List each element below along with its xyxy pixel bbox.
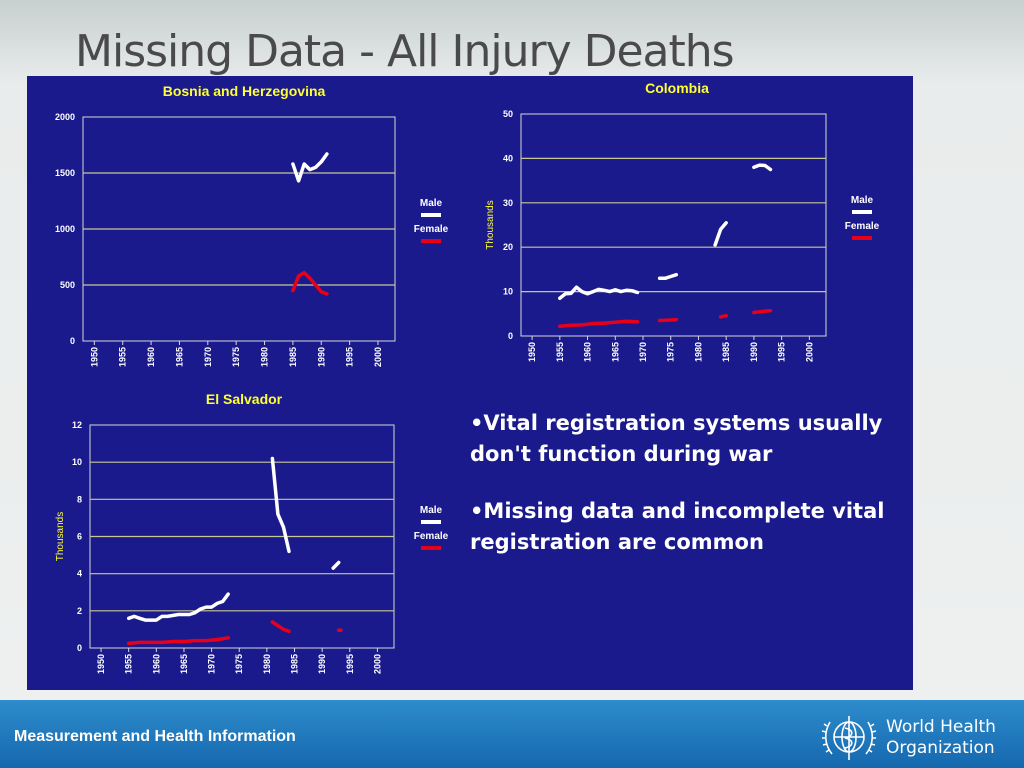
chart3-title: El Salvador [206, 391, 283, 407]
chart3-xtick-label: 1970 [207, 654, 217, 674]
chart1-series-male-line [291, 152, 329, 183]
chart1-xtick-label: 1980 [260, 347, 270, 367]
chart1-ytick-label: 1000 [55, 224, 75, 234]
chart-panel [27, 76, 913, 690]
chart1-series-female-line [291, 270, 329, 296]
chart3-series-male-line [270, 456, 291, 554]
chart3-xtick-label: 1955 [124, 654, 134, 674]
chart3-ytick-label: 8 [77, 494, 82, 504]
chart3-legend-label-female: Female [414, 531, 449, 542]
chart2-xtick-label: 1995 [777, 342, 787, 362]
chart3-xtick-label: 1950 [96, 654, 106, 674]
chart3-ytick-label: 6 [77, 532, 82, 542]
slide-title: Missing Data - All Injury Deaths [75, 26, 735, 77]
chart1-legend-label-male: Male [420, 198, 443, 209]
chart3-ytick-label: 2 [77, 606, 82, 616]
chart3-legend-label-male: Male [420, 505, 443, 516]
who-emblem-icon [821, 716, 877, 760]
chart2-series-male-line [657, 272, 679, 281]
chart3-ylabel: Thousands [55, 512, 66, 561]
chart2-legend-label-female: Female [845, 221, 880, 232]
chart1-xtick-label: 2000 [373, 347, 383, 367]
chart1-title: Bosnia and Herzegovina [163, 83, 326, 99]
chart1-xtick-label: 1950 [89, 347, 99, 367]
chart2-ylabel: Thousands [485, 200, 496, 249]
chart2-xtick-label: 1955 [555, 342, 565, 362]
chart2-series-female-line [752, 308, 773, 315]
chart1-xtick-label: 1960 [146, 347, 156, 367]
chart3-xtick-label: 1965 [179, 654, 189, 674]
chart2-plot-frame [520, 113, 827, 337]
chart1-xtick-label: 1955 [118, 347, 128, 367]
chart1-xtick-label: 1970 [203, 347, 213, 367]
chart2-ytick-label: 20 [503, 242, 513, 252]
chart1-xtick-label: 1990 [316, 347, 326, 367]
chart3-xtick-label: 2000 [372, 654, 382, 674]
chart3-ytick-label: 10 [72, 457, 82, 467]
chart3-xtick-label: 1985 [290, 654, 300, 674]
chart3-xtick-label: 1980 [262, 654, 272, 674]
chart1-xtick-label: 1985 [288, 347, 298, 367]
chart1-ytick-label: 2000 [55, 112, 75, 122]
who-logo-text: World Health Organization [886, 717, 996, 759]
chart2-xtick-label: 1985 [721, 342, 731, 362]
who-logo-line2: Organization [886, 738, 995, 758]
bullet-list: •Vital registration systems usually don'… [470, 408, 910, 584]
chart2-xtick-label: 1970 [638, 342, 648, 362]
chart2-series-male-line [752, 163, 773, 172]
who-logo-line1: World Health [886, 717, 996, 737]
chart2-series-female-line [718, 313, 728, 319]
chart2-ytick-label: 10 [503, 287, 513, 297]
chart2-legend-label-male: Male [851, 195, 874, 206]
chart3-xtick-label: 1995 [345, 654, 355, 674]
chart3-series-male-line [126, 592, 230, 622]
chart3-xtick-label: 1990 [317, 654, 327, 674]
chart3-xtick-label: 1960 [151, 654, 161, 674]
chart2-ytick-label: 50 [503, 109, 513, 119]
chart3-ytick-label: 4 [77, 569, 82, 579]
charts-svg: Bosnia and Herzegovina050010001500200019… [55, 80, 880, 674]
chart1-ytick-label: 0 [70, 336, 75, 346]
chart2-xtick-label: 1975 [666, 342, 676, 362]
bullet-missing-data: •Missing data and incomplete vital regis… [470, 499, 885, 554]
chart2-series-female-line [657, 317, 679, 323]
chart2-series-male-line [558, 285, 640, 301]
chart3-ytick-label: 12 [72, 420, 82, 430]
chart3-series-female-line [270, 620, 291, 634]
chart1-xtick-label: 1995 [345, 347, 355, 367]
footer-text: Measurement and Health Information [14, 728, 296, 745]
chart2-xtick-label: 2000 [804, 342, 814, 362]
chart2-series-female-line [558, 319, 640, 328]
chart3-series-female-line [126, 636, 230, 646]
chart1-ytick-label: 500 [60, 280, 75, 290]
chart2-xtick-label: 1980 [693, 342, 703, 362]
chart2-xtick-label: 1965 [610, 342, 620, 362]
chart3-xtick-label: 1975 [234, 654, 244, 674]
footer-bar [0, 700, 1024, 768]
chart3-series-male-line [331, 560, 341, 570]
chart2-ytick-label: 30 [503, 198, 513, 208]
chart2-xtick-label: 1960 [583, 342, 593, 362]
chart2-ytick-label: 0 [508, 331, 513, 341]
chart2-title: Colombia [645, 80, 709, 96]
chart1-xtick-label: 1965 [174, 347, 184, 367]
chart2-xtick-label: 1990 [749, 342, 759, 362]
chart2-xtick-label: 1950 [527, 342, 537, 362]
chart2-series-male-line [713, 221, 728, 247]
chart1-xtick-label: 1975 [231, 347, 241, 367]
chart1-legend-label-female: Female [414, 224, 449, 235]
bullet-vital-registration: •Vital registration systems usually don'… [470, 411, 883, 466]
chart2-ytick-label: 40 [503, 153, 513, 163]
chart3-ytick-label: 0 [77, 643, 82, 653]
chart1-ytick-label: 1500 [55, 168, 75, 178]
